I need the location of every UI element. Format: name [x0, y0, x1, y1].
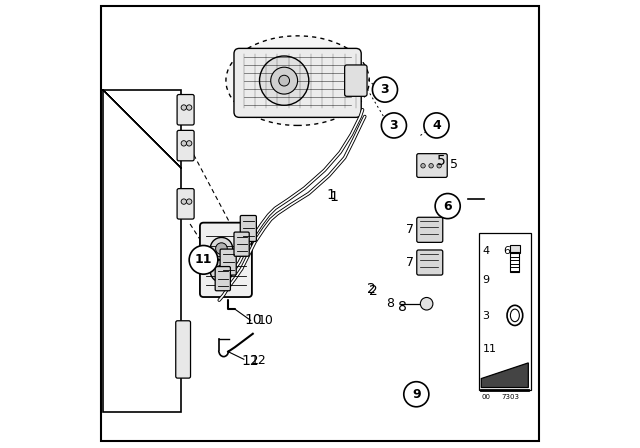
Bar	[103, 90, 181, 412]
Text: 9: 9	[483, 275, 490, 285]
Ellipse shape	[507, 306, 523, 325]
Ellipse shape	[226, 36, 369, 125]
Bar	[509, 245, 520, 253]
Text: 12: 12	[242, 353, 259, 368]
FancyBboxPatch shape	[234, 48, 361, 117]
Text: 5: 5	[436, 154, 445, 168]
Text: 00: 00	[481, 394, 490, 400]
Circle shape	[181, 105, 186, 110]
Text: 6: 6	[444, 199, 452, 213]
Text: 11: 11	[195, 253, 212, 267]
Text: 4: 4	[483, 246, 490, 256]
Circle shape	[429, 164, 433, 168]
Text: 8: 8	[386, 297, 394, 310]
Circle shape	[216, 265, 227, 277]
Circle shape	[381, 113, 406, 138]
FancyBboxPatch shape	[417, 154, 447, 177]
Circle shape	[421, 164, 425, 168]
Bar	[511, 252, 520, 272]
Polygon shape	[481, 363, 529, 388]
Text: 10: 10	[244, 313, 262, 327]
Circle shape	[279, 75, 289, 86]
Circle shape	[271, 67, 298, 94]
Text: 3: 3	[483, 311, 490, 321]
Circle shape	[420, 297, 433, 310]
FancyBboxPatch shape	[220, 249, 236, 275]
Circle shape	[216, 243, 227, 254]
Text: 1: 1	[327, 188, 335, 202]
Text: 2: 2	[369, 284, 378, 298]
Circle shape	[181, 141, 186, 146]
Text: 12: 12	[251, 354, 266, 367]
Circle shape	[437, 164, 442, 168]
Text: 6: 6	[504, 246, 511, 256]
FancyBboxPatch shape	[234, 232, 249, 256]
Bar	[479, 233, 531, 390]
Circle shape	[260, 56, 309, 105]
Text: 11: 11	[483, 345, 497, 354]
FancyBboxPatch shape	[215, 267, 230, 291]
Circle shape	[210, 260, 233, 282]
Ellipse shape	[511, 309, 520, 322]
Circle shape	[404, 382, 429, 407]
Circle shape	[424, 113, 449, 138]
FancyBboxPatch shape	[345, 65, 367, 96]
Text: 3: 3	[381, 83, 389, 96]
Circle shape	[181, 199, 186, 204]
Circle shape	[189, 246, 218, 274]
FancyBboxPatch shape	[417, 217, 443, 242]
FancyBboxPatch shape	[177, 189, 194, 219]
Circle shape	[186, 141, 192, 146]
Text: 7: 7	[406, 255, 414, 269]
Circle shape	[435, 194, 460, 219]
Text: 10: 10	[257, 314, 273, 327]
FancyBboxPatch shape	[417, 250, 443, 275]
Text: 2: 2	[367, 282, 376, 296]
Text: 8: 8	[399, 300, 407, 314]
Text: 7: 7	[406, 223, 414, 236]
Text: 4: 4	[432, 119, 441, 132]
FancyBboxPatch shape	[176, 321, 191, 378]
FancyBboxPatch shape	[240, 215, 257, 241]
Circle shape	[186, 199, 192, 204]
FancyBboxPatch shape	[177, 95, 194, 125]
Circle shape	[210, 237, 233, 260]
Text: 1: 1	[329, 190, 338, 204]
Circle shape	[372, 77, 397, 102]
Text: 7303: 7303	[502, 394, 520, 400]
Text: 5: 5	[450, 158, 458, 171]
Bar	[103, 90, 181, 412]
Circle shape	[186, 105, 192, 110]
FancyBboxPatch shape	[177, 130, 194, 161]
Text: 3: 3	[390, 119, 398, 132]
Text: 9: 9	[412, 388, 420, 401]
FancyBboxPatch shape	[200, 223, 252, 297]
